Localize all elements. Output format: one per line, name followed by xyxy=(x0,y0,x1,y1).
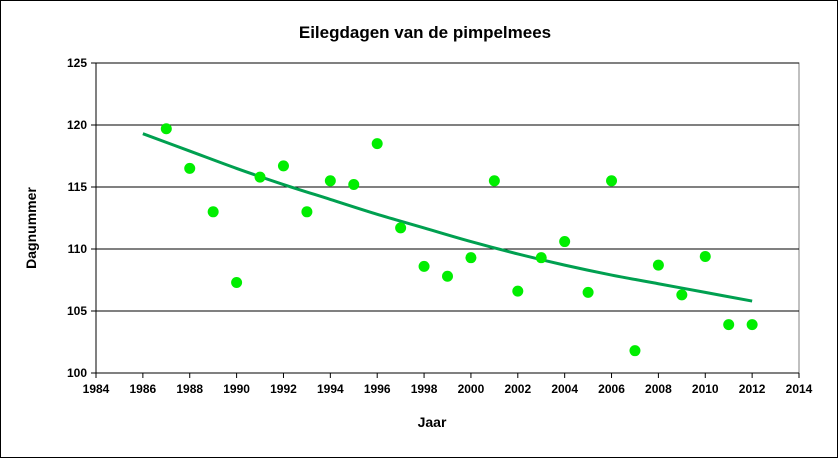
data-point xyxy=(652,259,664,271)
x-tick-label: 1998 xyxy=(411,382,438,396)
data-point xyxy=(629,345,641,357)
data-point xyxy=(395,222,407,234)
data-point xyxy=(442,270,453,282)
data-point xyxy=(301,206,313,218)
x-tick-label: 1986 xyxy=(130,382,157,396)
x-tick-label: 2012 xyxy=(739,382,766,396)
plot-area xyxy=(95,62,800,374)
data-point xyxy=(207,206,219,218)
y-tick-label: 120 xyxy=(67,118,87,132)
x-tick-label: 1994 xyxy=(317,382,344,396)
trendline-layer xyxy=(142,132,753,303)
data-point xyxy=(559,236,571,248)
trendline xyxy=(142,132,753,303)
data-point xyxy=(418,260,430,272)
axes-layer xyxy=(91,62,800,378)
data-point xyxy=(535,252,547,264)
data-point xyxy=(371,138,383,150)
y-axis-label: Dagnummer xyxy=(23,187,39,269)
y-tick-label: 125 xyxy=(67,56,87,70)
data-point xyxy=(231,276,243,288)
chart-title: Eilegdagen van de pimpelmees xyxy=(299,23,551,42)
x-tick-label: 2000 xyxy=(458,382,485,396)
grid-layer xyxy=(95,62,800,374)
x-tick-label: 1990 xyxy=(223,382,250,396)
data-point xyxy=(488,175,500,187)
data-point xyxy=(512,285,524,297)
points-layer xyxy=(160,123,758,357)
data-point xyxy=(324,175,336,187)
x-tick-label: 1984 xyxy=(83,382,110,396)
x-axis-label: Jaar xyxy=(418,414,447,430)
x-tick-label: 1988 xyxy=(176,382,203,396)
x-tick-label: 2010 xyxy=(692,382,719,396)
y-tick-label: 110 xyxy=(68,242,88,256)
data-point xyxy=(723,319,735,331)
y-tick-label: 105 xyxy=(67,304,87,318)
data-point xyxy=(465,252,477,264)
x-tick-label: 2014 xyxy=(786,382,813,396)
data-point xyxy=(254,171,266,183)
data-point xyxy=(746,319,758,331)
data-point xyxy=(606,175,618,187)
data-point xyxy=(184,162,196,174)
data-point xyxy=(348,179,360,191)
tick-labels-layer: 100 105 110 115 120 125 1984 1986 1988 1990 1992 19… xyxy=(67,56,813,396)
x-tick-label: 2002 xyxy=(504,382,531,396)
data-point xyxy=(699,250,711,262)
data-point xyxy=(676,289,688,301)
data-point xyxy=(582,286,594,298)
y-tick-label: 100 xyxy=(67,366,87,380)
data-point xyxy=(277,160,289,172)
x-tick-label: 2008 xyxy=(645,382,672,396)
x-tick-label: 2006 xyxy=(598,382,625,396)
x-tick-label: 2004 xyxy=(551,382,578,396)
x-tick-label: 1992 xyxy=(270,382,297,396)
y-tick-label: 115 xyxy=(68,180,88,194)
data-point xyxy=(160,123,172,135)
x-tick-label: 1996 xyxy=(364,382,391,396)
